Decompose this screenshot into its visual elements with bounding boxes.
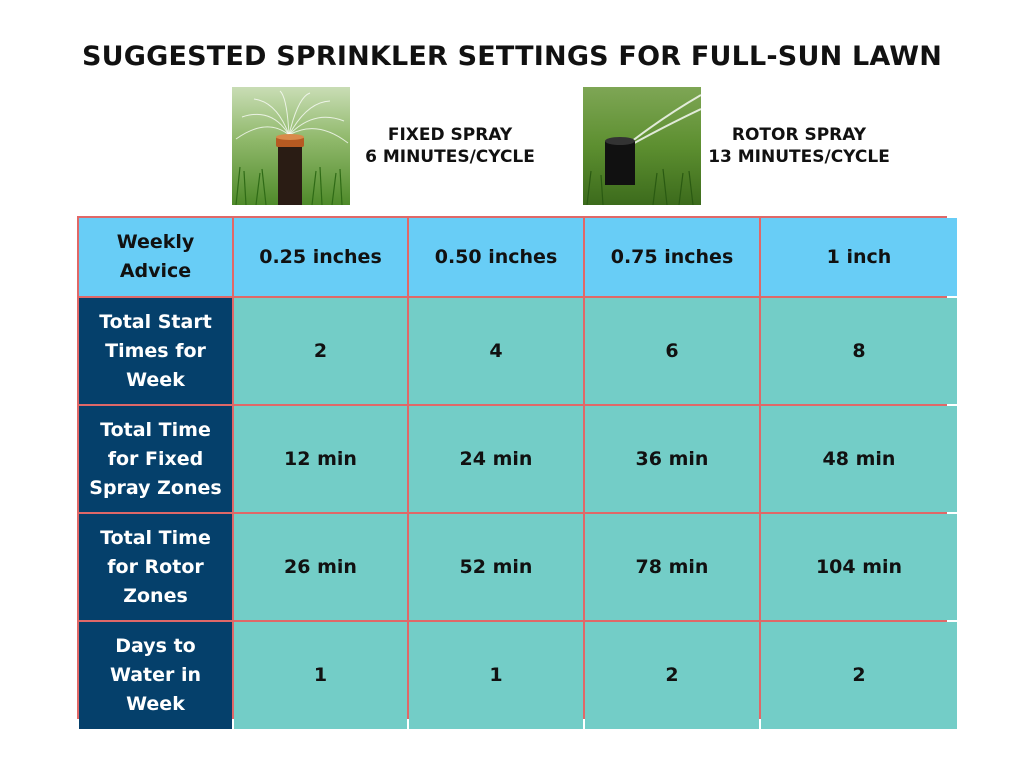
rotor-spray-name: ROTOR SPRAY <box>731 125 867 145</box>
row-label: Total Start Times for Week <box>79 298 232 404</box>
table-cell: 2 <box>234 298 407 404</box>
sprinkler-settings-table: Weekly Advice 0.25 inches 0.50 inches 0.… <box>77 216 957 729</box>
row-label: Total Time for Fixed Spray Zones <box>79 406 232 512</box>
table-cell: 8 <box>761 298 957 404</box>
table-cell: 1 <box>234 622 407 729</box>
column-header: 0.75 inches <box>585 218 759 296</box>
table-cell: 2 <box>585 622 759 729</box>
table-cell: 52 min <box>409 514 583 620</box>
fixed-spray-caption: FIXED SPRAY 6 MINUTES/CYCLE <box>352 124 548 168</box>
rotor-spray-rate: 13 MINUTES/CYCLE <box>708 147 890 167</box>
table-cell: 12 min <box>234 406 407 512</box>
column-header: 1 inch <box>761 218 957 296</box>
column-header: 0.25 inches <box>234 218 407 296</box>
fixed-spray-rate: 6 MINUTES/CYCLE <box>365 147 535 167</box>
table-cell: 78 min <box>585 514 759 620</box>
row-label: Days to Water in Week <box>79 622 232 729</box>
table-corner-label: Weekly Advice <box>79 218 232 296</box>
page-title: SUGGESTED SPRINKLER SETTINGS FOR FULL-SU… <box>81 41 943 72</box>
table-cell: 6 <box>585 298 759 404</box>
table-cell: 26 min <box>234 514 407 620</box>
rotor-spray-sprinkler-photo <box>583 87 701 205</box>
table-cell: 104 min <box>761 514 957 620</box>
fixed-spray-name: FIXED SPRAY <box>387 125 513 145</box>
table-cell: 48 min <box>761 406 957 512</box>
table-cell: 1 <box>409 622 583 729</box>
table-cell: 4 <box>409 298 583 404</box>
row-label: Total Time for Rotor Zones <box>79 514 232 620</box>
rotor-spray-caption: ROTOR SPRAY 13 MINUTES/CYCLE <box>704 124 894 168</box>
table-cell: 36 min <box>585 406 759 512</box>
column-header: 0.50 inches <box>409 218 583 296</box>
fixed-spray-sprinkler-photo <box>232 87 350 205</box>
table-cell: 24 min <box>409 406 583 512</box>
table-cell: 2 <box>761 622 957 729</box>
